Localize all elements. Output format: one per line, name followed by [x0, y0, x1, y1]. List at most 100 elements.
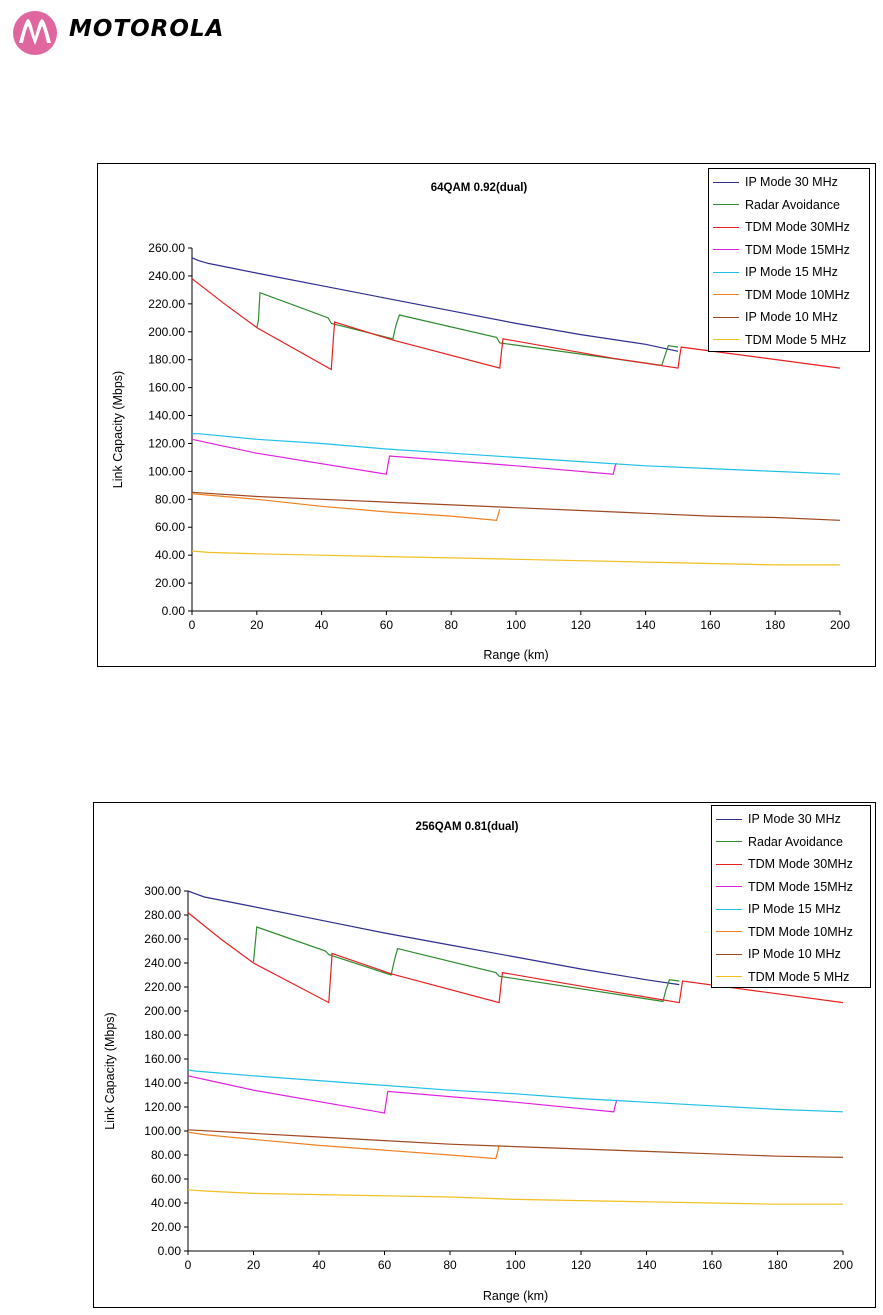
legend-item: Radar Avoidance [713, 194, 865, 217]
x-tick-label: 180 [765, 618, 785, 632]
legend-label: TDM Mode 10MHz [748, 924, 853, 939]
legend-label: IP Mode 30 MHz [748, 812, 841, 827]
series-line-tdm-mode-30mhz [187, 912, 844, 1004]
y-tick-label: 200.00 [144, 1004, 181, 1018]
legend-swatch [713, 226, 739, 228]
series-line-tdm-mode-10mhz [191, 493, 501, 521]
x-tick-label: 200 [830, 618, 850, 632]
legend-label: IP Mode 15 MHz [745, 265, 838, 280]
legend-swatch [713, 249, 739, 251]
y-tick-label: 120.00 [144, 1100, 181, 1114]
series-line-tdm-mode-5-mhz [187, 1189, 843, 1205]
legend-label: TDM Mode 5 MHz [748, 969, 850, 984]
chart-title: 256QAM 0.81(dual) [416, 821, 519, 833]
legend-swatch [716, 953, 742, 955]
brand-name: MOTOROLA [69, 16, 225, 42]
legend-item: TDM Mode 30MHz [716, 853, 866, 876]
chart-256qam-plot: 256QAM 0.81(dual) 0.00 20.00 40.00 60.00 80.0… [103, 821, 853, 1303]
y-tick-label: 180.00 [144, 1028, 181, 1042]
x-tick-label: 160 [700, 618, 720, 632]
x-tick-label: 120 [571, 618, 591, 632]
x-axis-label: Range (km) [483, 648, 548, 662]
y-tick-label: 180.00 [148, 353, 185, 367]
legend-item: TDM Mode 5 MHz [713, 329, 865, 352]
legend-swatch [716, 886, 742, 888]
chart-256qam: 256QAM 0.81(dual) 0.00 20.00 40.00 60.00 80.0… [93, 802, 876, 1308]
y-tick-label: 80.00 [155, 492, 185, 506]
legend-item: TDM Mode 10MHz [716, 921, 866, 944]
series-line-tdm-mode-15mhz [187, 1075, 618, 1114]
legend-swatch [713, 339, 739, 341]
x-tick-label: 100 [505, 1258, 525, 1272]
x-tick-label: 100 [506, 618, 526, 632]
chart-legend: IP Mode 30 MHz Radar Avoidance TDM Mode 30… [708, 168, 870, 352]
legend-label: IP Mode 10 MHz [748, 947, 841, 962]
series-line-tdm-mode-10mhz [187, 1131, 500, 1160]
y-tick-label: 40.00 [155, 548, 185, 562]
y-axis-label: Link Capacity (Mbps) [103, 1012, 117, 1129]
y-tick-label: 0.00 [162, 604, 186, 618]
y-tick-label: 80.00 [151, 1148, 181, 1162]
y-tick-label: 220.00 [148, 297, 185, 311]
series-line-tdm-mode-15mhz [191, 438, 617, 475]
y-tick-label: 120.00 [148, 436, 185, 450]
y-tick-label: 0.00 [158, 1244, 182, 1258]
y-tick-label: 60.00 [151, 1172, 181, 1186]
chart-64qam-plot: 64QAM 0.92(dual) 0.00 20.00 40.00 60.00 80.00… [111, 182, 850, 662]
y-tick-label: 100.00 [144, 1124, 181, 1138]
legend-item: IP Mode 10 MHz [713, 306, 865, 329]
legend-label: IP Mode 15 MHz [748, 902, 841, 917]
y-tick-label: 140.00 [144, 1076, 181, 1090]
series-line-ip-mode-10-mhz [191, 491, 841, 521]
x-tick-label: 20 [247, 1258, 261, 1272]
y-tick-label: 160.00 [148, 381, 185, 395]
legend-item: IP Mode 15 MHz [713, 261, 865, 284]
y-tick-label: 40.00 [151, 1196, 181, 1210]
x-tick-label: 40 [315, 618, 329, 632]
x-tick-label: 20 [250, 618, 264, 632]
y-tick-label: 220.00 [144, 980, 181, 994]
x-tick-label: 160 [702, 1258, 722, 1272]
x-tick-label: 80 [443, 1258, 457, 1272]
x-tick-label: 200 [833, 1258, 853, 1272]
series-line-ip-mode-15-mhz [192, 433, 841, 475]
series-line-tdm-mode-5-mhz [191, 550, 840, 566]
legend-swatch [713, 204, 739, 206]
legend-item: IP Mode 30 MHz [713, 171, 865, 194]
legend-label: TDM Mode 15MHz [748, 879, 853, 894]
x-tick-label: 80 [445, 618, 459, 632]
legend-label: TDM Mode 5 MHz [745, 332, 847, 347]
y-tick-label: 240.00 [148, 269, 185, 283]
legend-swatch [716, 841, 742, 843]
x-tick-label: 140 [636, 1258, 656, 1272]
legend-item: TDM Mode 15MHz [716, 876, 866, 899]
legend-swatch [716, 908, 742, 910]
page-header: MOTOROLA [0, 0, 883, 70]
legend-item: IP Mode 30 MHz [716, 808, 866, 831]
legend-swatch [713, 271, 739, 273]
y-tick-label: 160.00 [144, 1052, 181, 1066]
legend-label: TDM Mode 10MHz [745, 287, 850, 302]
legend-label: TDM Mode 30MHz [745, 220, 850, 235]
legend-label: IP Mode 30 MHz [745, 175, 838, 190]
series-line-ip-mode-10-mhz [187, 1129, 844, 1158]
series-line-radar-avoidance [256, 291, 679, 366]
legend-item: TDM Mode 10MHz [713, 284, 865, 307]
legend-label: TDM Mode 30MHz [748, 857, 853, 872]
legend-swatch [716, 976, 742, 978]
y-tick-label: 240.00 [144, 956, 181, 970]
legend-item: IP Mode 15 MHz [716, 898, 866, 921]
legend-label: Radar Avoidance [748, 834, 843, 849]
legend-item: IP Mode 10 MHz [716, 943, 866, 966]
legend-item: TDM Mode 15MHz [713, 239, 865, 262]
series-line-ip-mode-15-mhz [187, 1069, 844, 1113]
chart-64qam: 64QAM 0.92(dual) 0.00 20.00 40.00 60.00 80.00… [97, 163, 876, 667]
y-tick-label: 260.00 [144, 932, 181, 946]
x-axis-label: Range (km) [483, 1289, 548, 1303]
y-tick-label: 60.00 [155, 520, 185, 534]
y-tick-label: 20.00 [151, 1220, 181, 1234]
legend-label: TDM Mode 15MHz [745, 242, 850, 257]
y-tick-label: 100.00 [148, 464, 185, 478]
legend-swatch [713, 316, 739, 318]
x-tick-label: 60 [378, 1258, 392, 1272]
